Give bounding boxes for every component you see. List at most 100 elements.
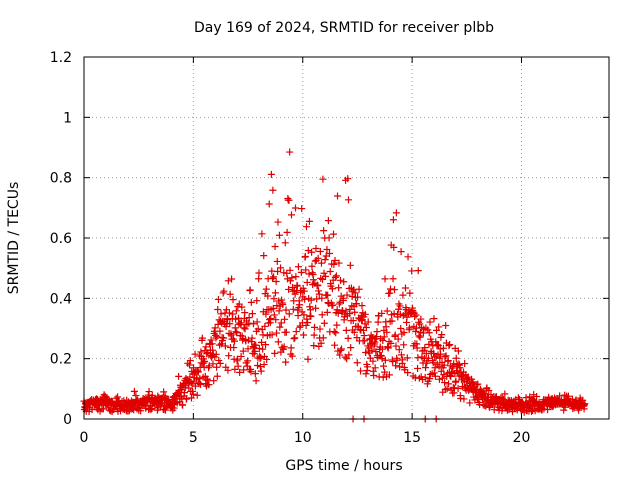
data-point — [509, 408, 517, 416]
data-point — [262, 285, 270, 293]
data-point — [260, 361, 268, 369]
data-point — [286, 266, 294, 274]
data-point — [425, 329, 433, 337]
data-point — [318, 311, 326, 319]
data-point — [329, 301, 337, 309]
data-point — [447, 372, 455, 380]
y-tick-label: 0.4 — [50, 291, 72, 307]
data-point — [266, 316, 274, 324]
data-point — [220, 287, 228, 295]
data-point — [330, 260, 338, 268]
data-point — [316, 248, 324, 256]
data-point — [288, 352, 296, 360]
data-point — [408, 267, 416, 275]
data-point — [446, 341, 454, 349]
data-point — [396, 302, 404, 310]
data-point — [316, 325, 324, 333]
data-point — [403, 313, 411, 321]
data-point — [315, 287, 323, 295]
data-point — [581, 400, 589, 408]
data-point — [294, 312, 302, 320]
data-point — [239, 347, 247, 355]
data-point — [255, 345, 263, 353]
data-point — [564, 392, 572, 400]
data-point — [229, 296, 237, 304]
data-point — [273, 257, 281, 265]
data-point — [227, 331, 235, 339]
data-point — [175, 372, 183, 380]
data-point — [228, 275, 236, 283]
data-point — [374, 318, 382, 326]
data-point — [325, 234, 333, 242]
data-point — [439, 344, 447, 352]
data-point — [307, 312, 315, 320]
data-point — [221, 342, 229, 350]
data-point — [412, 327, 420, 335]
data-point — [257, 354, 265, 362]
data-point — [195, 380, 203, 388]
data-point — [442, 352, 450, 360]
data-point — [345, 351, 353, 359]
data-point — [414, 364, 422, 372]
data-point — [415, 374, 423, 382]
data-point — [232, 307, 240, 315]
data-point — [336, 298, 344, 306]
y-tick-label: 0.6 — [50, 231, 72, 247]
data-point — [160, 388, 168, 396]
data-point — [291, 290, 299, 298]
data-point — [372, 348, 380, 356]
data-point — [404, 369, 412, 377]
data-point — [334, 309, 342, 317]
x-axis-label: GPS time / hours — [285, 458, 402, 474]
data-point — [248, 310, 256, 318]
data-point — [320, 269, 328, 277]
data-point — [338, 345, 346, 353]
data-point — [326, 268, 334, 276]
data-point — [430, 369, 438, 377]
data-point — [213, 332, 221, 340]
data-point — [262, 310, 270, 318]
data-point — [114, 393, 122, 401]
data-point — [210, 377, 218, 385]
data-point — [304, 246, 312, 254]
data-point — [276, 323, 284, 331]
data-point — [272, 316, 280, 324]
data-point — [251, 347, 259, 355]
data-point — [340, 278, 348, 286]
data-point — [385, 338, 393, 346]
data-point — [501, 390, 509, 398]
data-point — [244, 336, 252, 344]
data-point — [191, 382, 199, 390]
data-point — [383, 328, 391, 336]
data-point — [575, 406, 583, 414]
data-point — [317, 339, 325, 347]
data-point — [265, 200, 273, 208]
data-point — [282, 328, 290, 336]
data-point — [330, 230, 338, 238]
data-point — [456, 364, 464, 372]
data-point — [213, 372, 221, 380]
data-point — [233, 329, 241, 337]
y-tick-label: 1 — [63, 110, 72, 126]
data-point — [186, 361, 194, 369]
data-point — [383, 307, 391, 315]
data-point — [438, 374, 446, 382]
data-point — [275, 231, 283, 239]
data-point — [368, 346, 376, 354]
data-point — [304, 355, 312, 363]
data-point — [556, 392, 564, 400]
data-point — [378, 345, 386, 353]
data-point — [261, 322, 269, 330]
data-point — [414, 354, 422, 362]
data-point — [302, 266, 310, 274]
data-point — [330, 328, 338, 336]
data-point — [320, 227, 328, 235]
data-point — [286, 148, 294, 156]
data-point — [283, 269, 291, 277]
data-point — [237, 352, 245, 360]
data-point — [336, 276, 344, 284]
data-point — [130, 387, 138, 395]
data-point — [267, 315, 275, 323]
data-point — [287, 344, 295, 352]
data-point — [300, 331, 308, 339]
